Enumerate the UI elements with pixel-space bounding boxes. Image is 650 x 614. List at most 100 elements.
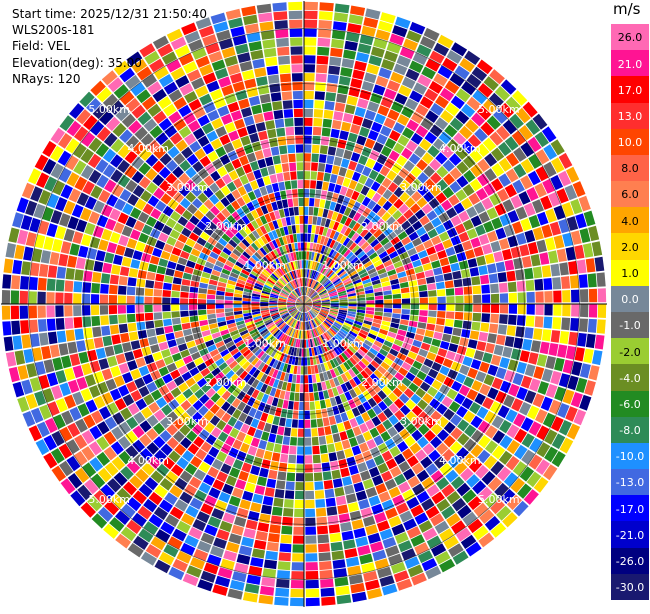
range-gate [2, 321, 11, 335]
range-gate [271, 147, 280, 156]
range-gate [207, 305, 215, 310]
range-gate [304, 366, 307, 374]
range-gate [508, 315, 517, 325]
range-gate [524, 327, 533, 339]
range-gate [295, 216, 300, 224]
range-gate [208, 284, 217, 290]
range-gate [107, 356, 117, 367]
range-gate [325, 101, 335, 110]
range-gate [115, 245, 125, 256]
range-gate [267, 166, 275, 175]
range-gate [284, 391, 290, 400]
range-gate [553, 291, 561, 303]
range-gate [285, 181, 292, 190]
range-gate [295, 127, 303, 135]
range-gate [55, 305, 63, 317]
range-gate [438, 297, 446, 304]
range-gate [493, 251, 503, 262]
range-gate [242, 491, 253, 501]
range-gate [544, 291, 552, 303]
range-gate [267, 129, 276, 139]
range-gate [43, 237, 54, 251]
range-gate [155, 327, 164, 335]
range-gate [305, 500, 315, 508]
range-gate [352, 592, 367, 603]
range-gate [180, 305, 188, 311]
range-ring-label: 4.00km [439, 142, 481, 155]
range-gate [74, 317, 83, 328]
range-gate [410, 286, 419, 292]
range-gate [416, 272, 425, 279]
range-ring-label: 4.00km [127, 142, 169, 155]
range-gate [320, 400, 326, 409]
range-gate [350, 583, 365, 594]
range-gate [56, 318, 65, 330]
range-gate [272, 452, 281, 461]
range-gate [344, 41, 358, 51]
range-gate [445, 280, 454, 288]
range-gate [327, 506, 338, 515]
range-gate [198, 294, 206, 299]
range-gate [304, 136, 312, 144]
range-gate [239, 545, 252, 556]
range-gate [288, 154, 296, 163]
range-gate [321, 454, 329, 463]
range-gate [293, 198, 298, 207]
range-gate [47, 279, 56, 291]
range-gate [258, 13, 272, 23]
range-gate [305, 482, 314, 490]
range-gate [300, 393, 305, 401]
range-gate [552, 277, 561, 289]
range-gate [328, 66, 340, 75]
range-gate [244, 78, 256, 88]
range-gate [544, 304, 552, 316]
range-gate [61, 355, 72, 368]
range-gate [268, 75, 280, 84]
range-gate [20, 276, 29, 290]
range-gate [332, 120, 342, 129]
range-gate [265, 57, 277, 67]
range-gate [127, 360, 138, 371]
range-gate [409, 280, 418, 287]
range-gate [52, 239, 63, 252]
range-gate [435, 325, 444, 333]
range-gate [482, 304, 490, 313]
range-gate [335, 577, 349, 587]
range-gate [264, 48, 277, 58]
range-gate [331, 425, 339, 434]
range-gate [509, 293, 517, 303]
range-gate [586, 334, 596, 348]
range-gate [366, 307, 374, 311]
range-gate [278, 182, 285, 191]
range-gate [268, 533, 280, 542]
range-gate [91, 316, 100, 326]
range-gate [190, 316, 199, 322]
range-gate [451, 336, 461, 345]
range-gate [273, 416, 280, 425]
range-gate [61, 241, 71, 254]
range-gate [343, 539, 356, 549]
range-gate [375, 304, 383, 308]
range-gate [199, 283, 208, 289]
range-gate [238, 99, 250, 110]
range-gate [245, 583, 260, 593]
range-ring-label: 3.00km [166, 415, 208, 428]
range-gate [290, 171, 297, 180]
range-gate [340, 67, 352, 77]
range-gate [429, 297, 437, 303]
range-gate [299, 411, 304, 419]
range-gate [476, 256, 486, 266]
range-gate [384, 308, 392, 313]
range-gate [340, 522, 352, 532]
range-gate [570, 318, 579, 331]
range-gate [286, 127, 295, 136]
range-gate [350, 6, 365, 17]
range-gate [171, 298, 179, 304]
range-gate [580, 304, 588, 317]
range-gate [285, 490, 294, 499]
range-gate [319, 436, 326, 445]
range-gate [304, 29, 317, 37]
range-gate [418, 322, 427, 329]
range-gate [73, 281, 82, 292]
colorbar-tick-label: 21.0 [611, 59, 649, 71]
